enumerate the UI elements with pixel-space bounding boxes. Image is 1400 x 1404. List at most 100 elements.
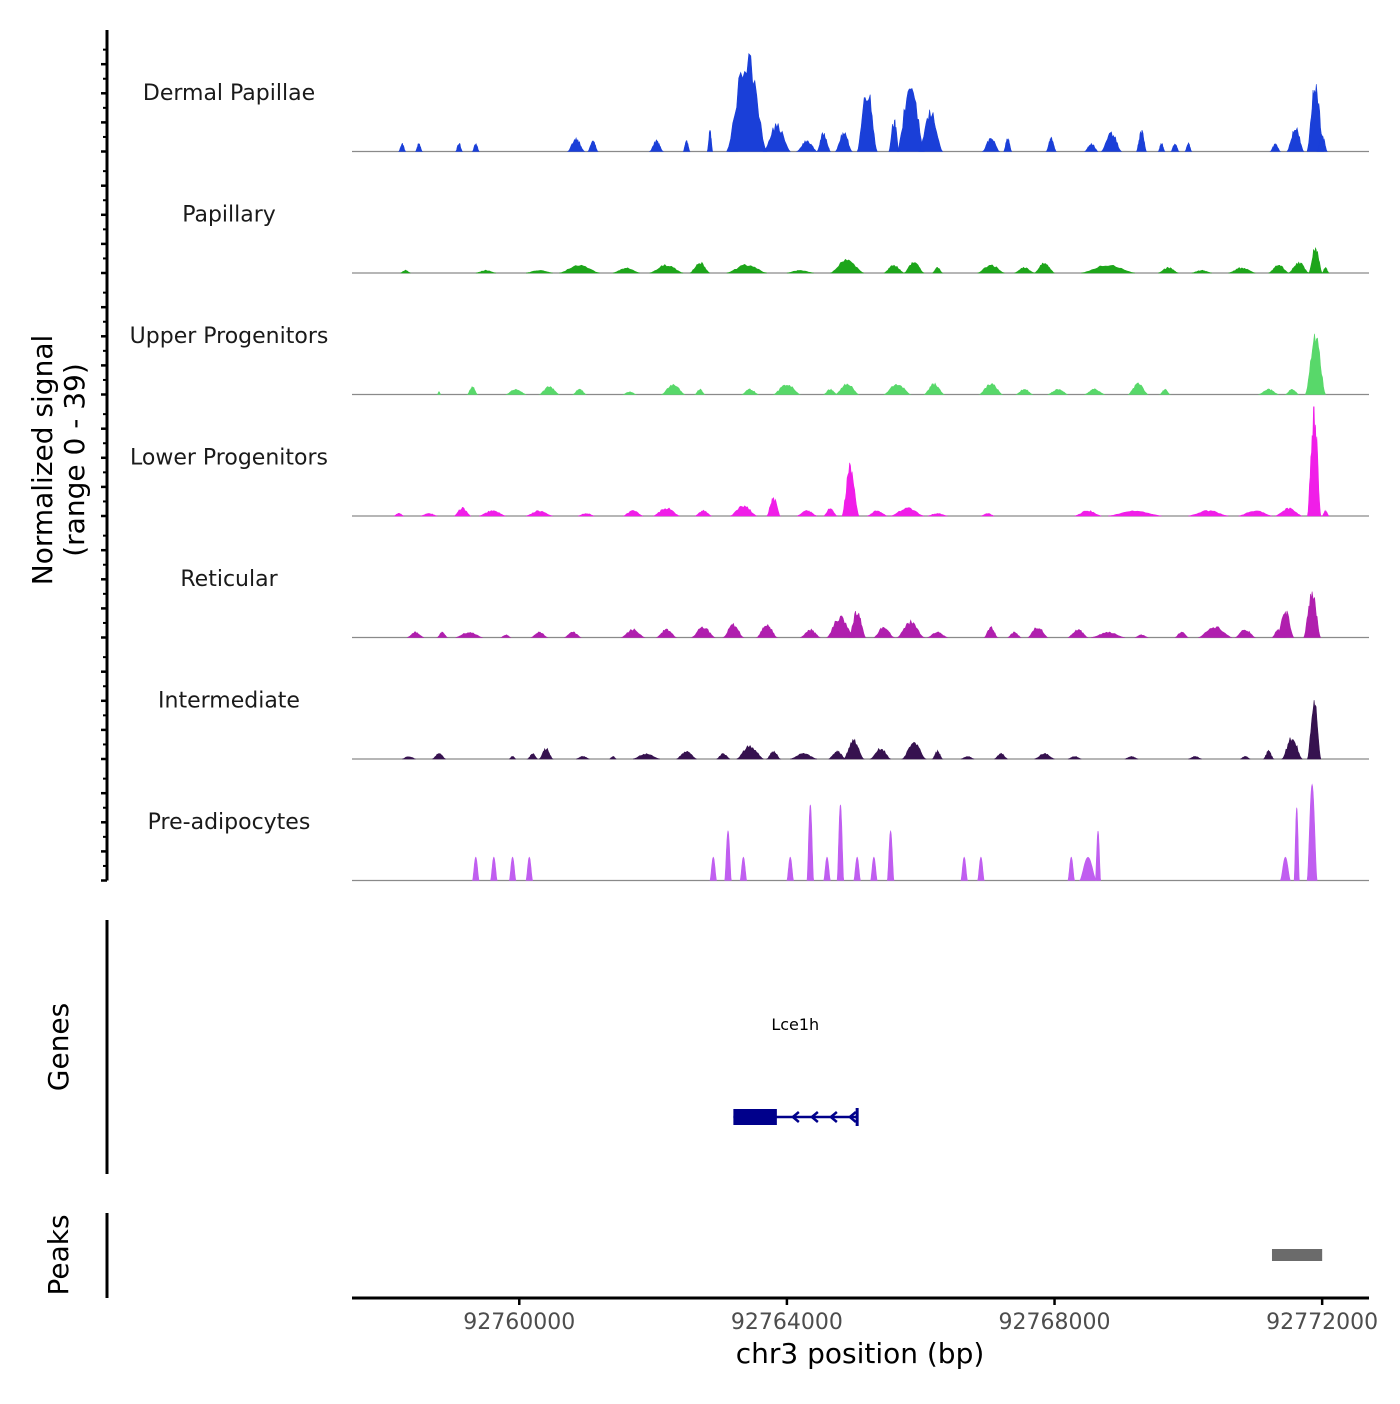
signal-peak xyxy=(1014,266,1035,274)
signal-peak xyxy=(765,750,782,760)
signal-peak xyxy=(572,388,587,395)
signal-peak xyxy=(1091,631,1125,638)
signal-peak xyxy=(709,856,717,881)
track-label: Pre-adipocytes xyxy=(148,810,311,835)
signal-peak xyxy=(826,615,855,638)
signal-peak xyxy=(1079,856,1097,881)
signal-peak xyxy=(509,755,516,760)
signal-peak xyxy=(587,140,599,152)
track-upper-progenitors: Upper Progenitors xyxy=(130,324,1369,396)
signal-peak xyxy=(923,382,946,395)
signal-peak xyxy=(564,631,582,638)
signal-peak xyxy=(1308,247,1323,274)
signal-peak xyxy=(1316,134,1328,152)
signal-peak xyxy=(691,626,716,638)
signal-peak xyxy=(559,264,600,274)
signal-peak xyxy=(1127,382,1149,395)
signal-peak xyxy=(432,752,446,760)
x-tick-label: 92764000 xyxy=(731,1310,843,1335)
signal-peak xyxy=(741,388,759,395)
signal-peak xyxy=(525,510,553,517)
signal-peak xyxy=(1191,269,1212,274)
signal-peak xyxy=(1067,856,1075,881)
track-lower-progenitors: Lower Progenitors xyxy=(130,406,1369,517)
signal-peak xyxy=(1047,388,1068,395)
signal-peak xyxy=(886,829,895,881)
x-axis-title: chr3 position (bp) xyxy=(736,1337,985,1370)
signal-peak xyxy=(526,753,538,760)
signal-peak xyxy=(1124,756,1139,760)
signal-peak xyxy=(867,510,888,517)
signal-peak xyxy=(1188,755,1202,760)
signal-peak xyxy=(455,142,463,152)
signal-peak xyxy=(1034,753,1055,760)
signal-peak xyxy=(979,382,1003,395)
signal-peak xyxy=(724,830,732,881)
peaks-axis-label: Peaks xyxy=(42,1214,75,1295)
signal-peak xyxy=(1084,388,1105,395)
signal-peak xyxy=(530,631,548,638)
signal-peak xyxy=(1285,388,1299,395)
signal-peak xyxy=(1045,136,1057,152)
signal-peak xyxy=(436,631,449,638)
signal-peak xyxy=(830,258,864,274)
signal-peak xyxy=(1287,261,1310,274)
signal-peak xyxy=(896,619,926,638)
signal-peak xyxy=(1108,510,1162,517)
signal-peak xyxy=(888,119,900,152)
signal-peak xyxy=(736,744,764,760)
signal-peak xyxy=(1321,266,1330,274)
signal-peak xyxy=(1067,629,1089,638)
signal-peak xyxy=(843,738,865,760)
track-dermal-papillae: Dermal Papillae xyxy=(143,52,1369,153)
signal-peak xyxy=(407,631,425,638)
x-tick-label: 92768000 xyxy=(999,1310,1111,1335)
signal-peak xyxy=(577,513,595,517)
signal-peak xyxy=(1157,142,1166,152)
signal-peak xyxy=(766,497,781,517)
signal-peak xyxy=(762,123,791,152)
signal-peak xyxy=(828,750,846,760)
signal-peak xyxy=(823,856,831,881)
signal-peak xyxy=(1307,700,1322,760)
signal-peak xyxy=(1275,507,1303,517)
signal-peak xyxy=(853,856,861,881)
signal-peak xyxy=(1074,510,1102,517)
signal-peak xyxy=(927,513,948,517)
signal-peak xyxy=(566,136,586,152)
signal-peak xyxy=(402,756,416,760)
signal-peak xyxy=(983,626,999,638)
signal-peak xyxy=(716,753,731,760)
signal-peak xyxy=(539,386,560,395)
signal-peak xyxy=(1198,626,1232,638)
signal-peak xyxy=(1158,388,1171,395)
signal-peak xyxy=(694,509,712,517)
signal-peak xyxy=(1067,756,1082,760)
signal-peak xyxy=(806,804,815,881)
track-label: Papillary xyxy=(182,203,276,228)
signal-peak xyxy=(609,756,617,760)
signal-peak xyxy=(1268,264,1289,274)
signal-peak xyxy=(505,388,527,395)
signal-peak xyxy=(621,628,645,638)
track-label: Intermediate xyxy=(158,689,300,714)
signal-peak xyxy=(576,755,590,760)
signal-peak xyxy=(726,264,767,274)
signal-peak xyxy=(466,386,479,395)
signal-peak xyxy=(1027,627,1048,638)
signal-peak xyxy=(1081,264,1135,274)
gene-track: Lce1h xyxy=(733,1015,859,1126)
signal-peak xyxy=(1170,143,1180,152)
gene-strand-arrow xyxy=(847,1111,857,1123)
signal-ylabel-line1: Normalized signal xyxy=(26,335,59,586)
signal-peak xyxy=(1015,389,1033,395)
signal-peak xyxy=(1158,266,1179,274)
signal-peak xyxy=(790,752,818,760)
signal-peak xyxy=(1134,634,1149,638)
signal-peak xyxy=(960,756,975,760)
signal-peak xyxy=(822,508,839,517)
signal-peak xyxy=(1084,142,1099,152)
signal-ylabel-line2: (range 0 - 39) xyxy=(58,363,91,557)
signal-peak xyxy=(676,750,697,760)
signal-peak xyxy=(632,753,660,760)
